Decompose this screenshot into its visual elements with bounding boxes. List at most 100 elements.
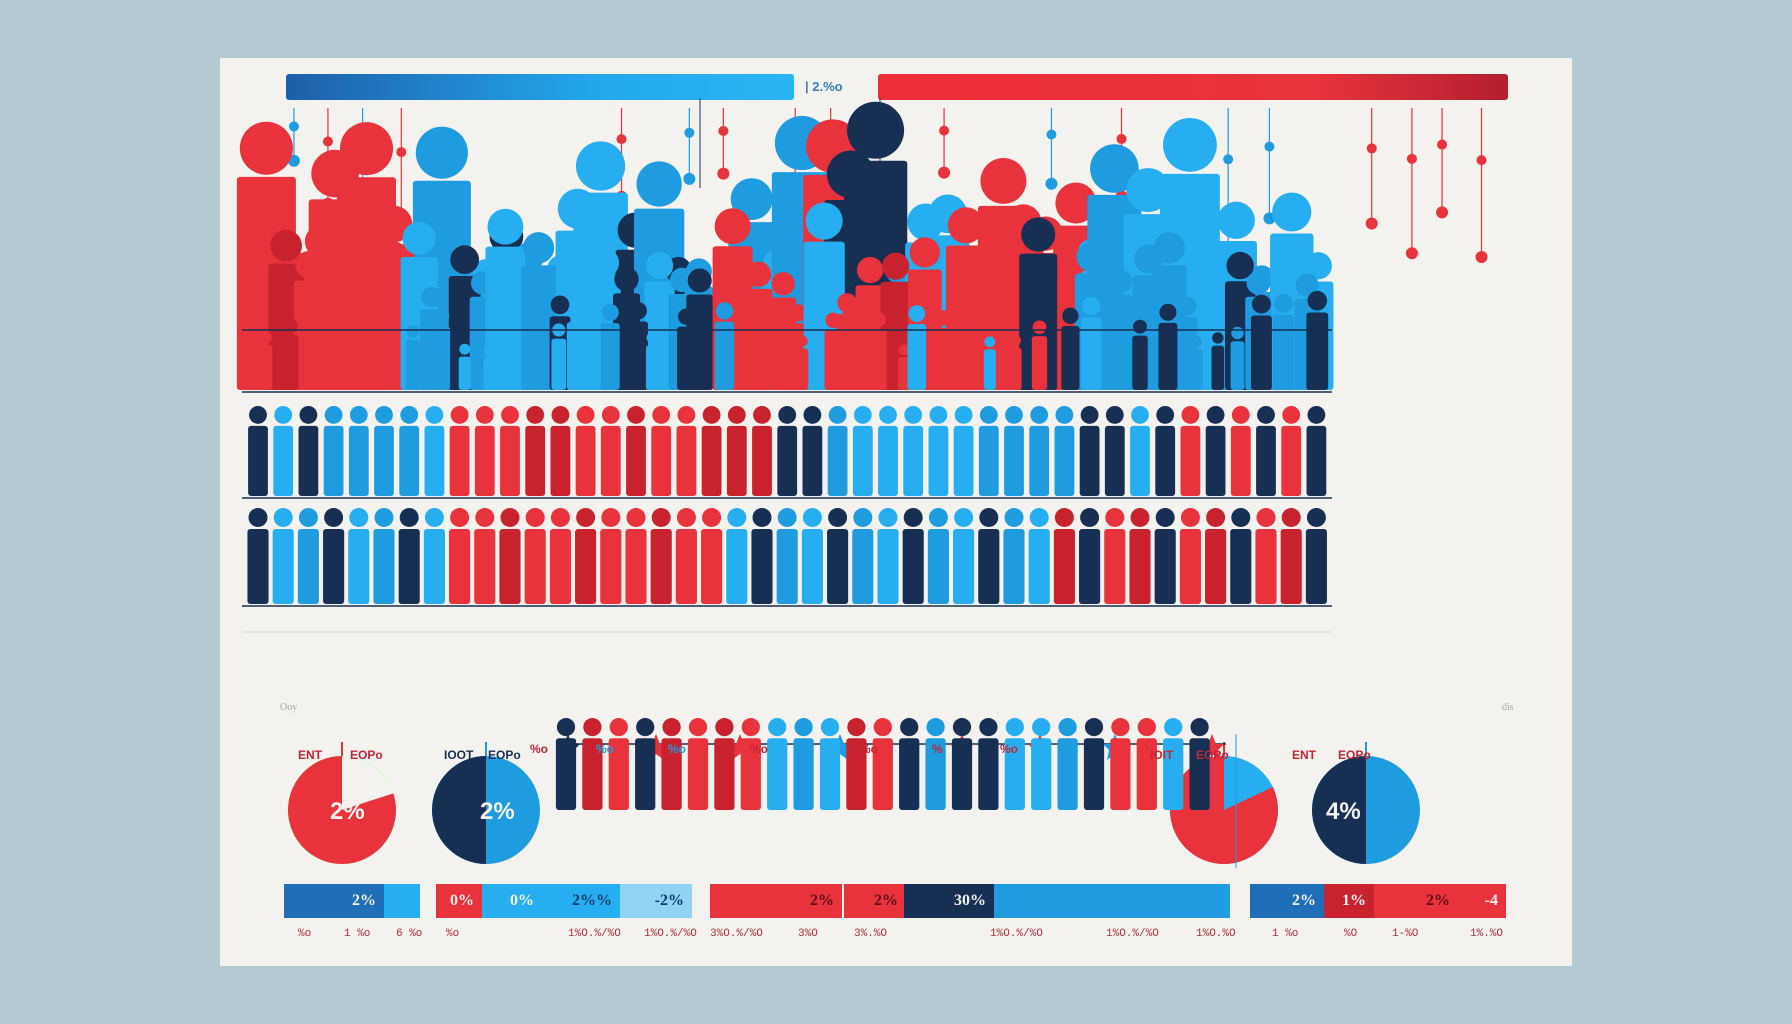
middle-person [846, 738, 867, 810]
crowd-person-head [882, 252, 910, 280]
middle-person-head [794, 718, 813, 737]
pie-3-label-left: IOIT [1150, 748, 1174, 762]
row3-person-head [1004, 508, 1024, 528]
row2-person-head [576, 406, 595, 424]
crowd-person-head [259, 331, 272, 343]
stat-bar-2-text: 0% [450, 892, 474, 909]
middle-person-head [952, 718, 972, 737]
small-number-8: 3%O [798, 928, 818, 940]
row2-person-head [475, 406, 494, 424]
row3-person [953, 529, 975, 604]
pie-3-label-right: EOPo [1196, 748, 1229, 762]
pie-1-value: 2% [330, 798, 365, 825]
row3-person-head [1281, 508, 1301, 528]
row3-person [978, 529, 1000, 604]
hanging-dot [1436, 206, 1449, 219]
middle-person [608, 738, 629, 810]
infographic-poster: | 2.%o Ooy dis ENT EOPo 2% IOOT EOPo 2% … [220, 58, 1572, 966]
crowd-person-head [1133, 319, 1147, 334]
crowd-person-head [715, 302, 734, 320]
stat-bar-7-text: 2% [874, 892, 898, 909]
row2-person [474, 425, 495, 496]
crowd-person [696, 341, 711, 390]
stat-bar-2: 0% [436, 884, 482, 918]
stat-bar-12: -4 [1458, 884, 1506, 918]
crowd-person-head [1090, 144, 1139, 193]
people-chart [236, 98, 1488, 868]
crowd-person [898, 357, 911, 390]
crowd-person [1306, 312, 1329, 390]
row2-person [802, 425, 823, 496]
crowd-person [742, 329, 760, 390]
crowd-person-head [406, 324, 420, 338]
crowd-person-head [531, 330, 544, 343]
row3-person-head [525, 508, 545, 528]
middle-person-head [820, 718, 840, 737]
small-number-10: 1%O.%/%O [990, 928, 1043, 940]
crowd-person-head [1159, 303, 1177, 321]
small-number-7: 3%O.%/%O [710, 928, 763, 940]
row3-person [1255, 529, 1277, 604]
footnote-right: dis [1502, 702, 1514, 713]
crowd-person-head [789, 304, 807, 322]
marker-label-5: %o [860, 742, 878, 756]
row3-person [827, 529, 849, 604]
hanging-dot [1437, 139, 1448, 150]
row3-person [776, 529, 798, 604]
row3-person-head [1130, 508, 1150, 528]
crowd-person [1114, 361, 1127, 390]
row3-person [474, 529, 496, 604]
crowd-person-head [980, 157, 1027, 204]
row3-person-head [1080, 508, 1100, 528]
crowd-person-head [1081, 297, 1101, 316]
row3-person [751, 529, 773, 604]
crowd-person-head [959, 290, 980, 310]
row2-person [273, 425, 294, 496]
crowd-person [836, 314, 858, 390]
row2-person-head [929, 406, 948, 424]
row3-person [1003, 529, 1025, 604]
row2-person-head [1307, 406, 1326, 424]
crowd-person-head [908, 305, 926, 323]
row3-person-head [626, 508, 646, 528]
stat-bar-11: 2% [1374, 884, 1458, 918]
hanging-dot [1406, 153, 1417, 164]
row2-person [550, 425, 571, 496]
row3-person-head [802, 508, 822, 528]
middle-person-head [1190, 718, 1209, 737]
row3-person [675, 529, 697, 604]
crowd-person-head [239, 121, 293, 175]
stat-bar-12-text: -4 [1484, 892, 1498, 909]
crowd-person [521, 265, 556, 390]
middle-person-head [1137, 718, 1156, 737]
crowd-person [1190, 349, 1203, 390]
hanging-dot [1045, 177, 1058, 190]
crowd-person-head [522, 232, 555, 264]
crowd-person-head [646, 331, 659, 344]
hanging-dot [938, 166, 951, 179]
crowd-person-head [870, 311, 886, 328]
row2-person-head [274, 406, 293, 424]
small-number-13: 1 %o [1272, 928, 1299, 940]
pie-4-slice [1312, 756, 1366, 864]
crowd-person [1274, 344, 1288, 390]
crowd-person-head [805, 202, 843, 240]
row3-person [499, 529, 521, 604]
middle-person [899, 738, 920, 810]
row2-person [1004, 425, 1024, 496]
middle-person-head [715, 718, 734, 737]
row2-person-head [904, 406, 923, 424]
row2-person [323, 425, 344, 496]
crowd-person [677, 326, 696, 390]
crowd-person-head [353, 313, 369, 329]
row2-person-head [828, 406, 847, 424]
row3-person-head [550, 508, 570, 528]
crowd-person [600, 323, 620, 390]
row2-person-head [299, 406, 318, 424]
crowd-person-head [1062, 307, 1079, 324]
row2-person [903, 425, 924, 496]
row2-person-head [627, 406, 645, 424]
crowd-person-head [1295, 273, 1319, 297]
row2-person [575, 425, 596, 496]
row2-person [978, 425, 999, 496]
